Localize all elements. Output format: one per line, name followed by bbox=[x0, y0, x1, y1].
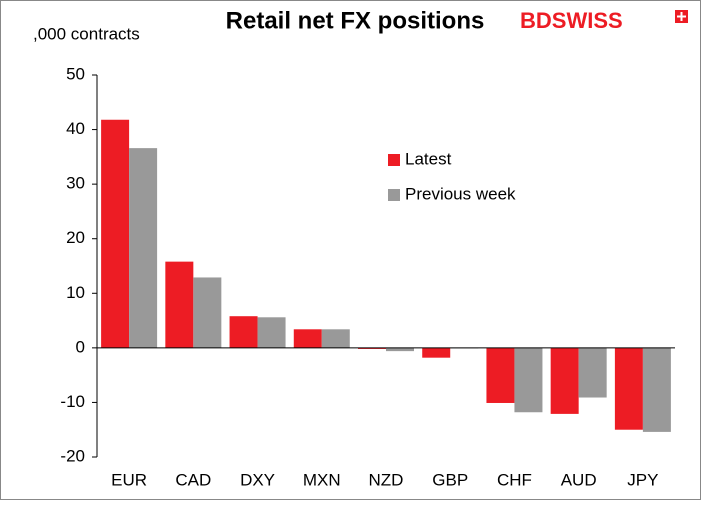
bar bbox=[101, 119, 130, 348]
y-tick-label: 30 bbox=[66, 174, 85, 193]
bar bbox=[165, 261, 194, 348]
bar bbox=[193, 277, 222, 348]
bar bbox=[514, 347, 543, 413]
bar bbox=[642, 347, 671, 432]
legend-label: Previous week bbox=[405, 184, 516, 203]
bar bbox=[386, 347, 414, 352]
y-tick-label: 40 bbox=[66, 119, 85, 138]
y-axis-label: ,000 contracts bbox=[33, 24, 140, 43]
y-tick-label: -20 bbox=[60, 446, 85, 465]
y-tick-label: 50 bbox=[66, 64, 85, 83]
x-tick-label: NZD bbox=[369, 470, 404, 489]
x-tick-label: AUD bbox=[561, 470, 597, 489]
bar bbox=[486, 347, 515, 403]
bar bbox=[550, 347, 579, 414]
x-tick-label: JPY bbox=[627, 470, 658, 489]
chart-title: Retail net FX positions bbox=[226, 7, 485, 34]
x-tick-label: CAD bbox=[175, 470, 211, 489]
legend-swatch bbox=[388, 189, 400, 201]
y-tick-label: -10 bbox=[60, 392, 85, 411]
bar bbox=[129, 148, 158, 348]
x-tick-label: CHF bbox=[497, 470, 532, 489]
bar bbox=[257, 317, 286, 348]
logo-cross bbox=[677, 12, 686, 21]
legend-label: Latest bbox=[405, 149, 452, 168]
bar bbox=[321, 329, 350, 348]
bar bbox=[358, 347, 386, 349]
x-tick-label: EUR bbox=[111, 470, 147, 489]
x-tick-label: GBP bbox=[432, 470, 468, 489]
y-tick-label: 10 bbox=[66, 283, 85, 302]
bar bbox=[614, 347, 643, 430]
bar bbox=[578, 347, 607, 398]
brand-logo: BDSWISS bbox=[520, 8, 623, 33]
x-tick-label: DXY bbox=[240, 470, 275, 489]
bar bbox=[422, 347, 451, 358]
y-tick-label: 20 bbox=[66, 228, 85, 247]
y-tick-label: 0 bbox=[76, 337, 85, 356]
x-tick-label: MXN bbox=[303, 470, 341, 489]
bar bbox=[293, 329, 322, 348]
legend-swatch bbox=[388, 154, 400, 166]
bar bbox=[229, 316, 258, 348]
